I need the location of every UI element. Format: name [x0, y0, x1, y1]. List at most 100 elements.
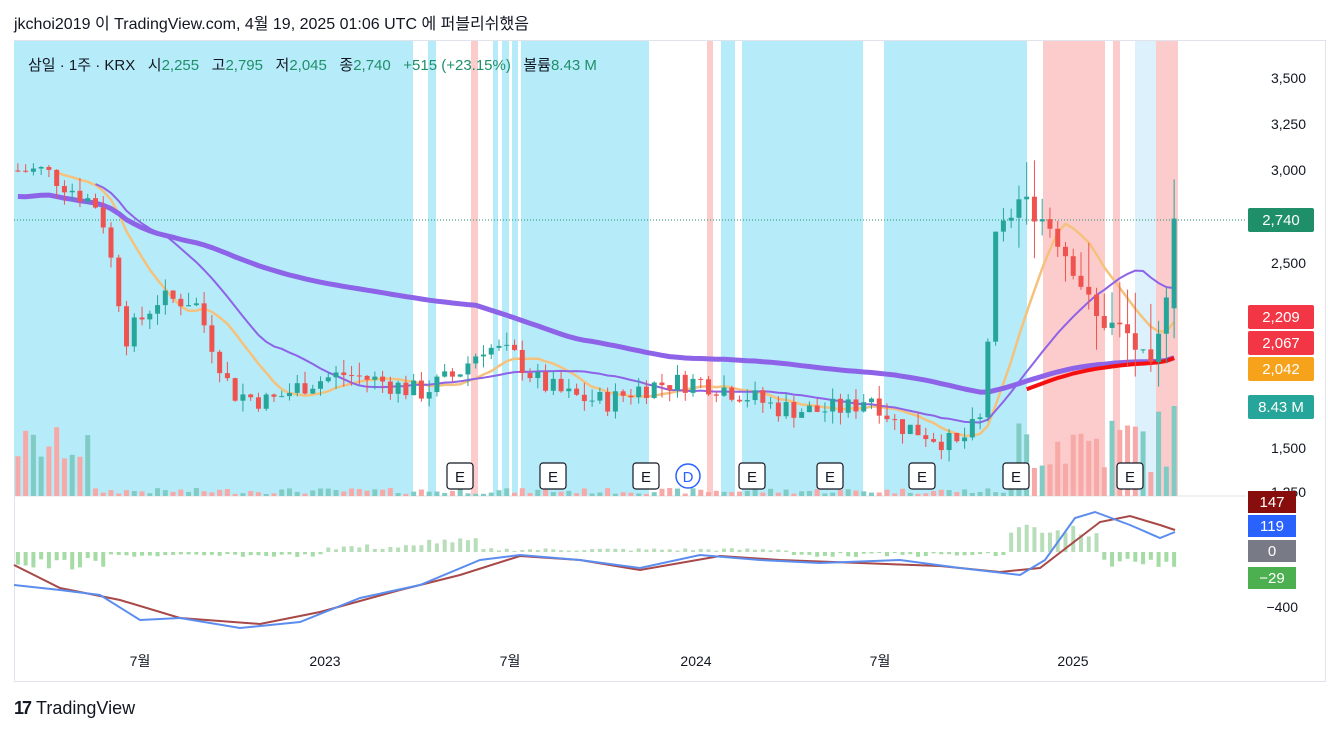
candle-body — [690, 378, 696, 393]
macd-hist-bar — [101, 552, 106, 567]
macd-hist-bar — [318, 552, 323, 555]
band-7 — [707, 41, 713, 496]
time-tick-label: 7월 — [130, 653, 151, 669]
macd-hist-bar — [1110, 552, 1115, 567]
volume-bar — [46, 446, 52, 496]
badge-box — [816, 462, 844, 490]
candle-body — [931, 439, 937, 442]
macd-hist-bar — [178, 552, 183, 555]
low-label: 저 — [275, 57, 290, 74]
volume-bar — [457, 489, 463, 496]
candle-body — [395, 382, 401, 394]
macd-hist-bar — [1079, 534, 1083, 552]
macd-hist-bar — [1164, 552, 1169, 562]
candle-body — [713, 394, 719, 396]
macd-hist-bar — [419, 545, 424, 552]
macd-hist-bar — [807, 552, 812, 555]
badge-box — [539, 462, 567, 490]
volume-bar — [178, 489, 184, 496]
macd-hist-bar — [605, 548, 610, 552]
candle-body — [131, 317, 137, 347]
volume-bar — [589, 493, 595, 496]
volume-bar — [938, 489, 944, 496]
earnings-badge: E — [738, 462, 766, 490]
ma-red-line — [1026, 356, 1175, 392]
candle-body — [581, 394, 587, 402]
candle-body — [473, 356, 479, 364]
candle-body — [674, 374, 680, 391]
volume-bar — [1008, 489, 1014, 496]
candle-body — [737, 399, 743, 402]
band-13 — [1135, 41, 1156, 496]
footer-brand[interactable]: 17 TradingView — [14, 698, 135, 719]
volume-bar — [1000, 492, 1006, 496]
volume-bar — [620, 492, 626, 496]
candle-body — [706, 379, 712, 395]
candle-body — [535, 371, 541, 379]
volume-bar — [411, 491, 417, 496]
volume-bar — [341, 491, 347, 496]
candle-body — [186, 305, 192, 307]
candle-body — [643, 386, 649, 398]
earnings-badge: E — [539, 462, 567, 490]
macd-hist-bar — [853, 552, 858, 557]
volume-bar — [915, 493, 921, 496]
macd-hist-bar — [706, 549, 711, 552]
volume-bar — [791, 493, 797, 496]
macd-hist-bar — [675, 550, 680, 552]
time-tick-label: 7월 — [870, 653, 891, 669]
volume-bar — [1047, 464, 1053, 496]
volume-bar — [372, 489, 378, 496]
volume-bar — [333, 489, 339, 496]
candle-body — [1163, 297, 1169, 334]
macd-hist-bar — [1009, 532, 1014, 552]
volume-bar — [806, 491, 812, 496]
macd-hist-bar — [566, 550, 571, 552]
price-tag-text: 8.43 M — [1258, 399, 1304, 416]
macd-hist-bar — [85, 552, 90, 559]
volume-bar — [1086, 440, 1092, 496]
volume-bar — [139, 491, 145, 496]
volume-bar — [861, 491, 867, 496]
candle-body — [806, 405, 812, 413]
badge-box — [908, 462, 936, 490]
macd-axis: 147 119 0 −29 −400 — [1248, 491, 1298, 615]
open-value: 2,255 — [161, 57, 200, 74]
candle-body — [380, 376, 386, 382]
macd-hist-bar — [1016, 527, 1021, 552]
volume-bar — [193, 488, 199, 496]
macd-hist-bar — [357, 547, 362, 552]
low-value: 2,045 — [289, 57, 327, 74]
ma-purple-thin-line — [95, 183, 1175, 424]
price-tick-label: 3,500 — [1271, 70, 1306, 86]
macd-hist-bar — [264, 552, 269, 556]
volume-bar — [605, 488, 611, 496]
candle-body — [349, 375, 355, 377]
macd-hist-bar — [1125, 552, 1130, 559]
macd-hist-bar — [217, 552, 222, 556]
symbol-label[interactable]: 삼일 · 1주 · KRX — [28, 57, 136, 74]
candle-body — [1148, 349, 1154, 362]
volume-bar — [1062, 463, 1068, 496]
macd-pane — [13, 510, 1177, 630]
candle-body — [605, 392, 611, 412]
badge-text: E — [455, 469, 465, 486]
macd-hist-bar — [970, 552, 975, 555]
macd-hist-bar — [465, 540, 470, 552]
macd-hist-bar — [1047, 532, 1052, 552]
macd-hist-bar — [985, 552, 990, 554]
macd-hist-bar — [885, 552, 889, 557]
volume-bar — [124, 490, 130, 496]
background-bands — [14, 41, 1178, 496]
macd-hist-bar — [186, 552, 191, 555]
volume-bar — [488, 492, 494, 496]
macd-hist-bar — [652, 548, 657, 552]
macd-hist-bar — [31, 552, 36, 568]
macd-hist-bar — [279, 552, 284, 555]
candle-body — [512, 344, 518, 350]
badge-text: E — [1125, 469, 1135, 486]
volume-bar — [1094, 438, 1100, 496]
volume-bar — [581, 488, 587, 496]
